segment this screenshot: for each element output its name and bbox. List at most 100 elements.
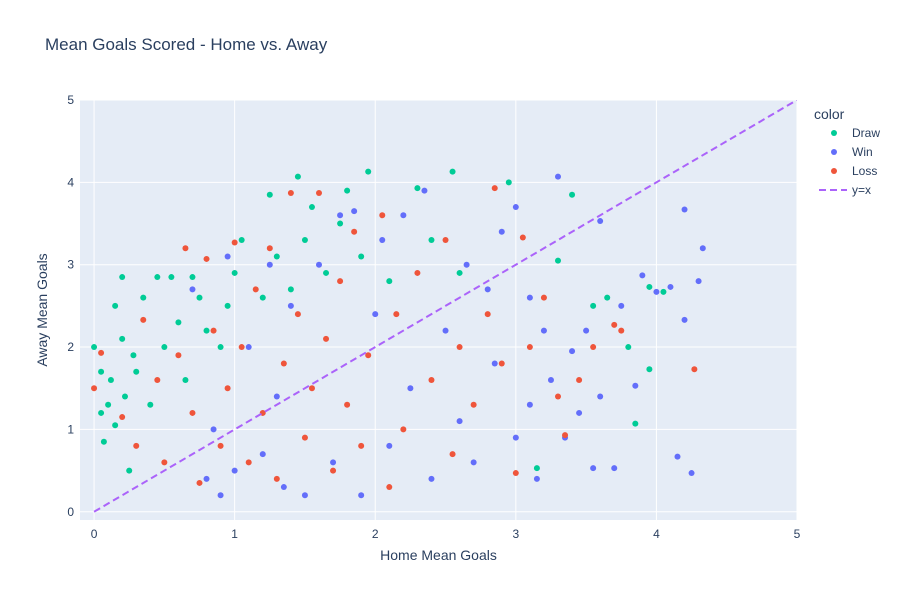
data-point xyxy=(428,237,435,243)
data-point xyxy=(498,360,505,367)
data-point xyxy=(512,434,519,441)
data-point xyxy=(365,168,372,175)
data-point xyxy=(386,484,393,491)
legend-label: y=x xyxy=(852,183,871,197)
data-point xyxy=(695,278,702,285)
data-point xyxy=(379,212,386,219)
data-point xyxy=(639,272,646,279)
data-point xyxy=(294,173,301,180)
data-point xyxy=(526,401,533,408)
data-point xyxy=(470,401,477,408)
data-point xyxy=(358,253,365,260)
data-point xyxy=(604,294,611,301)
data-point xyxy=(175,352,182,359)
data-point xyxy=(224,302,231,309)
data-point xyxy=(266,261,273,268)
data-point xyxy=(442,327,449,334)
data-point xyxy=(625,344,632,351)
data-point xyxy=(337,220,344,227)
legend-marker xyxy=(831,149,837,155)
data-point xyxy=(98,368,105,375)
data-point xyxy=(273,393,280,400)
series-draw xyxy=(91,168,667,474)
data-point xyxy=(91,344,98,351)
data-point xyxy=(273,253,280,260)
data-point xyxy=(456,418,463,425)
data-point xyxy=(133,368,140,375)
data-point xyxy=(217,442,224,449)
y-tick-label: 4 xyxy=(67,175,74,189)
data-point xyxy=(569,191,576,198)
data-point xyxy=(547,377,554,383)
data-point xyxy=(245,459,252,466)
data-point xyxy=(203,475,210,482)
data-point xyxy=(611,321,618,328)
marks-layer xyxy=(91,100,797,513)
data-point xyxy=(266,245,273,252)
data-point xyxy=(308,385,315,392)
data-point xyxy=(533,475,540,482)
data-point xyxy=(161,459,168,466)
data-point xyxy=(576,409,583,416)
data-point xyxy=(119,414,126,421)
legend-item-draw: Draw xyxy=(831,126,880,140)
data-point xyxy=(130,352,137,359)
data-point xyxy=(674,453,681,460)
data-point xyxy=(91,385,98,392)
legend-label: Draw xyxy=(852,126,880,140)
data-point xyxy=(287,286,294,293)
data-point xyxy=(337,278,344,285)
data-point xyxy=(691,366,698,373)
y-tick-label: 0 xyxy=(67,505,74,519)
data-point xyxy=(526,344,533,351)
data-point xyxy=(428,475,435,482)
data-point xyxy=(98,349,105,356)
y-tick-label: 2 xyxy=(67,340,74,354)
data-point xyxy=(660,288,667,295)
x-tick-label: 5 xyxy=(794,527,801,541)
data-point xyxy=(428,377,435,383)
data-point xyxy=(154,377,161,383)
y-tick-label: 1 xyxy=(67,422,74,436)
series-win xyxy=(189,173,706,499)
data-point xyxy=(147,401,154,408)
data-point xyxy=(308,204,315,211)
data-point xyxy=(512,204,519,211)
data-point xyxy=(463,261,470,268)
data-point xyxy=(484,286,491,293)
data-point xyxy=(323,269,330,276)
data-point xyxy=(301,492,308,499)
data-point xyxy=(301,434,308,441)
y-tick-label: 3 xyxy=(67,258,74,272)
data-point xyxy=(569,348,576,355)
data-point xyxy=(555,257,561,264)
data-point xyxy=(632,382,639,389)
data-point xyxy=(344,401,351,408)
data-point xyxy=(456,269,463,276)
data-point xyxy=(400,212,407,219)
legend-marker xyxy=(831,168,837,174)
data-point xyxy=(533,465,540,472)
data-point xyxy=(681,316,688,323)
data-point xyxy=(442,237,449,243)
data-point xyxy=(231,239,238,246)
data-point xyxy=(210,327,217,334)
data-point xyxy=(280,484,287,491)
data-point xyxy=(259,451,266,458)
data-point xyxy=(386,442,393,449)
data-point xyxy=(217,344,224,351)
legend-item-loss: Loss xyxy=(831,164,877,178)
y-axis-title: Away Mean Goals xyxy=(34,253,50,366)
data-point xyxy=(491,360,498,367)
data-point xyxy=(414,185,421,192)
data-point xyxy=(252,286,259,293)
series-loss xyxy=(91,185,698,491)
data-point xyxy=(287,302,294,309)
data-point xyxy=(681,206,688,213)
data-point xyxy=(112,422,119,429)
data-point xyxy=(597,393,604,400)
data-point xyxy=(540,327,547,334)
data-point xyxy=(210,426,217,433)
data-point xyxy=(245,344,252,351)
data-point xyxy=(505,179,512,186)
